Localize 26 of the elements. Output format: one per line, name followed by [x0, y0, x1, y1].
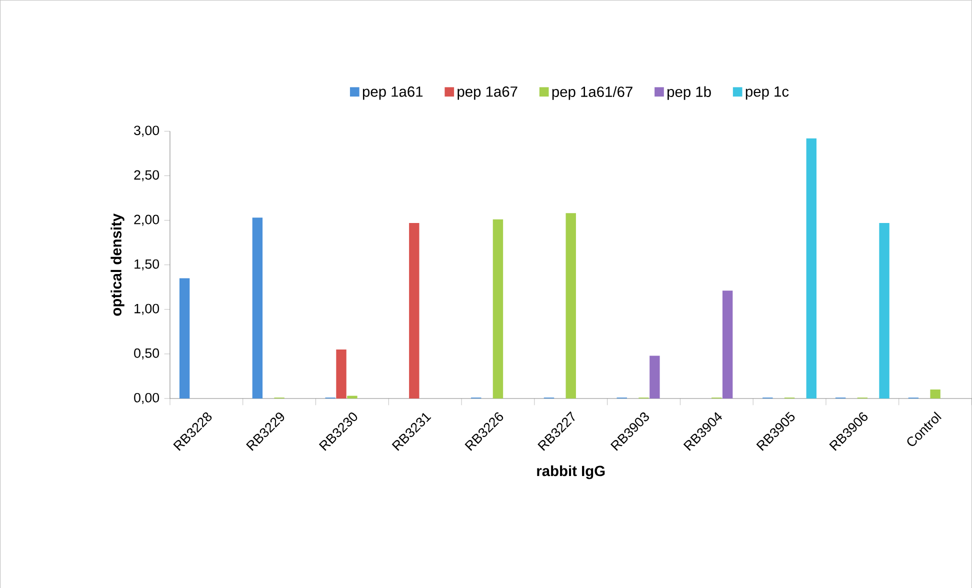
bar	[806, 138, 816, 398]
x-axis-title: rabbit IgG	[537, 465, 605, 479]
bar	[879, 222, 890, 398]
legend-label: pep 1c	[746, 86, 789, 100]
bar	[650, 355, 660, 398]
bar	[336, 349, 346, 398]
legend-label: pep 1a61	[362, 86, 423, 100]
y-tick-label: 2,00	[134, 214, 160, 226]
y-tick-label: 1,50	[134, 259, 160, 270]
bar	[252, 217, 263, 398]
legend-label: pep 1a61/67	[552, 86, 632, 100]
bar	[347, 396, 358, 398]
bar	[179, 278, 190, 398]
bar	[566, 212, 576, 398]
legend-label: pep 1b	[668, 86, 711, 100]
y-tick-label: 1,00	[134, 304, 160, 315]
legend-label: pep 1a67	[458, 86, 518, 100]
bar	[492, 219, 504, 398]
bar	[722, 290, 733, 398]
bar	[409, 222, 420, 398]
y-tick-label: 2,50	[134, 170, 160, 182]
y-axis-title: optical density	[110, 213, 124, 316]
y-tick-label: 0,50	[134, 348, 160, 360]
y-tick-label: 0,00	[134, 392, 160, 404]
y-tick-label: 3,00	[134, 125, 160, 137]
bar	[930, 389, 940, 398]
